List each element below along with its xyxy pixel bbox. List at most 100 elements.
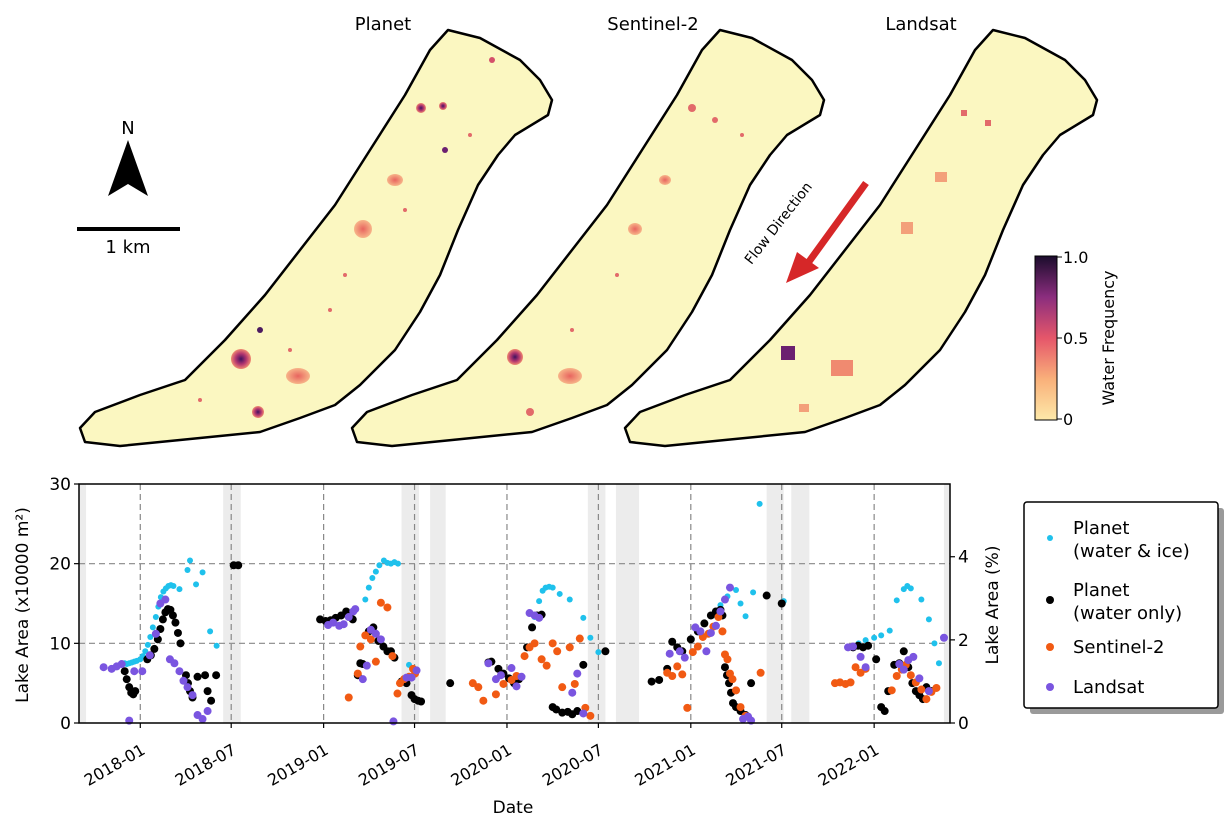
- data-point: [393, 689, 402, 698]
- map-title-landsat: Landsat: [885, 14, 956, 35]
- shaded-period: [401, 484, 420, 723]
- data-point: [736, 703, 745, 712]
- data-point: [549, 584, 556, 591]
- data-point: [893, 597, 900, 604]
- shaded-period: [223, 484, 241, 723]
- data-point: [474, 683, 483, 692]
- lake: [712, 117, 718, 123]
- data-point: [586, 711, 595, 720]
- data-point: [170, 582, 177, 589]
- y2-axis-label: Lake Area (%): [983, 546, 1003, 665]
- data-point: [158, 615, 167, 624]
- data-point: [665, 649, 674, 658]
- data-point: [580, 614, 587, 621]
- data-point: [130, 667, 139, 676]
- data-point: [484, 659, 493, 668]
- data-point: [568, 688, 577, 697]
- shaded-period: [430, 484, 446, 723]
- data-point: [935, 660, 942, 667]
- x-tick-label: 2020-07: [539, 740, 606, 790]
- data-point: [468, 679, 477, 688]
- data-point: [187, 557, 194, 564]
- map-panels: Planet Sentinel-2 Landsat: [77, 14, 1118, 448]
- data-point: [899, 647, 908, 656]
- data-point: [680, 653, 689, 662]
- data-point: [491, 690, 500, 699]
- data-point: [887, 686, 896, 695]
- data-point: [750, 589, 757, 596]
- map-planet: [78, 28, 554, 448]
- legend-label: Landsat: [1073, 677, 1144, 698]
- series-landsat: [99, 583, 948, 726]
- data-point: [552, 705, 561, 714]
- data-point: [207, 628, 214, 635]
- data-point: [528, 623, 537, 632]
- north-label: N: [121, 118, 134, 139]
- data-point: [152, 614, 159, 621]
- data-point: [362, 661, 371, 670]
- data-point: [647, 677, 656, 686]
- y2-tick-label: 0: [958, 714, 969, 734]
- colorbar-tick-high: 1.0: [1063, 248, 1088, 267]
- data-point: [558, 683, 567, 692]
- data-point: [183, 683, 192, 692]
- lake: [387, 174, 403, 186]
- x-tick-label: 2020-01: [448, 740, 515, 790]
- glacier-outline-planet: [78, 28, 554, 448]
- data-point: [145, 651, 154, 660]
- data-point: [499, 679, 508, 688]
- data-point: [565, 643, 574, 652]
- flow-arrow-icon: [786, 252, 819, 283]
- shaded-periods: [79, 484, 950, 723]
- data-point: [344, 693, 353, 702]
- lake: [740, 133, 744, 137]
- data-point: [723, 655, 732, 664]
- data-point: [851, 663, 860, 672]
- shaded-period: [766, 484, 784, 723]
- data-point: [383, 603, 392, 612]
- data-point: [213, 642, 220, 649]
- data-point: [339, 620, 348, 629]
- data-point: [899, 665, 908, 674]
- data-point: [570, 679, 579, 688]
- data-point: [864, 641, 873, 650]
- data-point: [173, 628, 182, 637]
- data-point: [849, 642, 858, 651]
- data-point: [389, 717, 398, 726]
- data-point: [553, 647, 562, 656]
- data-point: [918, 596, 925, 603]
- data-point: [376, 562, 383, 569]
- data-point: [725, 583, 734, 592]
- data-point: [931, 640, 938, 647]
- data-point: [212, 671, 221, 680]
- data-point: [147, 633, 154, 640]
- y2-axis-ticks: 0 2 4: [950, 548, 969, 734]
- data-point: [872, 655, 881, 664]
- lake: [231, 349, 251, 369]
- data-point: [494, 664, 503, 673]
- data-point: [329, 618, 338, 627]
- y-tick-label: 20: [49, 555, 71, 575]
- data-points: [99, 500, 948, 726]
- data-point: [777, 599, 786, 608]
- data-point: [906, 671, 915, 680]
- shaded-period: [791, 484, 810, 723]
- data-point: [915, 674, 924, 683]
- glacier-outline-sentinel2: [350, 28, 826, 448]
- data-point: [678, 670, 687, 679]
- data-point: [507, 664, 516, 673]
- data-point: [925, 616, 932, 623]
- data-point: [179, 676, 188, 685]
- data-point: [417, 697, 426, 706]
- data-point: [376, 598, 385, 607]
- data-point: [122, 675, 131, 684]
- lake: [935, 172, 947, 182]
- data-point: [718, 627, 727, 636]
- lake: [286, 368, 310, 384]
- data-point: [120, 667, 129, 676]
- data-point: [566, 596, 573, 603]
- data-point: [446, 679, 455, 688]
- data-point: [579, 709, 588, 718]
- data-point: [846, 678, 855, 687]
